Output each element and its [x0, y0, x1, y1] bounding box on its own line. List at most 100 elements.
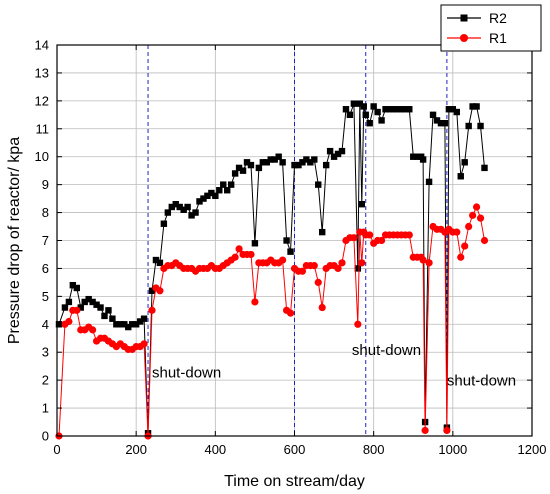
data-point-r1 — [419, 256, 427, 264]
data-point-r2 — [85, 295, 92, 303]
shutdown-annotation: shut-down — [152, 364, 221, 381]
data-point-r1 — [89, 326, 97, 334]
data-point-r2 — [358, 200, 365, 208]
x-tick-label: 400 — [204, 442, 226, 457]
data-point-r1 — [334, 264, 342, 273]
data-point-r2 — [429, 111, 437, 119]
data-point-r2 — [287, 248, 294, 255]
data-point-r2 — [406, 106, 413, 113]
x-tick-label: 200 — [125, 442, 147, 457]
legend-box — [440, 4, 542, 52]
data-point-r2 — [220, 181, 227, 188]
data-point-r2 — [307, 159, 314, 166]
data-point-r2 — [168, 203, 175, 211]
data-point-r2 — [164, 209, 172, 216]
data-point-r2 — [65, 298, 73, 306]
data-point-r2 — [279, 159, 286, 166]
data-point-r2 — [212, 192, 219, 200]
x-tick-label: 800 — [363, 442, 385, 457]
axis-layer: 0 200 400 600 800 1000 12000123456789101112131… — [35, 38, 547, 458]
x-tick-label: 1000 — [438, 442, 467, 457]
data-point-r2 — [243, 159, 251, 166]
y-tick-label: 9 — [42, 177, 49, 192]
data-point-r2 — [121, 321, 128, 328]
data-point-r2 — [356, 100, 364, 107]
y-tick-label: 12 — [35, 93, 49, 108]
data-point-r2 — [378, 117, 385, 124]
data-point-r2 — [97, 304, 104, 311]
data-point-r2 — [360, 103, 367, 110]
data-point-r2 — [160, 220, 168, 227]
x-tick-label: 600 — [284, 442, 306, 457]
data-point-r1 — [405, 231, 413, 239]
data-point-r2 — [465, 122, 472, 130]
data-point-r2 — [196, 198, 203, 205]
data-point-r2 — [437, 120, 445, 127]
data-point-r2 — [192, 209, 199, 216]
data-point-r2 — [216, 187, 223, 194]
data-point-r2 — [326, 147, 334, 155]
data-point-r2 — [425, 178, 433, 186]
data-point-r2 — [132, 321, 140, 328]
data-point-r1 — [421, 426, 429, 435]
y-tick-label: 11 — [36, 121, 50, 136]
data-point-r2 — [275, 153, 282, 160]
data-point-r1 — [318, 303, 326, 312]
data-point-r2 — [390, 106, 397, 113]
data-point-r2 — [322, 161, 330, 169]
data-point-r1 — [338, 259, 346, 267]
data-point-r2 — [481, 164, 488, 172]
data-point-r2 — [473, 103, 480, 110]
data-point-r2 — [374, 108, 381, 116]
data-point-r1 — [453, 228, 461, 236]
data-point-r2 — [362, 111, 369, 119]
data-point-r2 — [342, 106, 350, 113]
legend-marker-r2 — [460, 14, 468, 22]
data-point-r1 — [279, 256, 287, 264]
data-point-r2 — [227, 181, 235, 188]
data-point-r2 — [125, 323, 132, 331]
data-point-r2 — [370, 103, 377, 110]
data-point-r2 — [148, 287, 156, 294]
data-point-r2 — [208, 189, 215, 197]
y-tick-label: 5 — [42, 289, 49, 304]
data-point-r2 — [271, 156, 278, 163]
data-point-r2 — [255, 164, 263, 172]
data-point-r2 — [156, 259, 164, 267]
data-point-r2 — [433, 117, 441, 124]
data-point-r1 — [472, 203, 481, 211]
data-point-r2 — [200, 195, 207, 202]
data-point-r2 — [457, 173, 464, 180]
data-point-r2 — [410, 153, 417, 160]
annotation-layer: shut-down shut-down shut-down — [152, 342, 516, 390]
data-point-r2 — [319, 228, 326, 236]
shutdown-annotation: shut-down — [447, 373, 516, 390]
data-point-r2 — [259, 159, 267, 166]
data-point-r2 — [109, 315, 116, 322]
data-point-r2 — [354, 265, 362, 272]
data-point-r2 — [117, 321, 124, 328]
y-tick-label: 7 — [42, 233, 49, 248]
data-point-r2 — [386, 106, 393, 113]
data-point-r2 — [263, 159, 270, 166]
data-point-r2 — [445, 106, 453, 113]
data-point-r2 — [350, 100, 358, 107]
data-point-r2 — [382, 106, 389, 113]
data-point-r1 — [377, 236, 386, 245]
data-point-r1 — [350, 234, 358, 242]
y-tick-label: 4 — [42, 317, 49, 332]
data-point-r2 — [303, 156, 310, 163]
data-point-r2 — [89, 298, 96, 306]
y-tick-label: 8 — [42, 205, 49, 220]
data-point-r2 — [251, 240, 259, 247]
data-point-r1 — [358, 259, 366, 267]
data-point-r2 — [188, 212, 195, 219]
data-point-r1 — [286, 309, 295, 317]
data-point-r2 — [299, 159, 306, 166]
data-point-r2 — [235, 164, 243, 172]
data-point-r1 — [465, 222, 473, 231]
y-tick-label: 1 — [42, 401, 49, 416]
data-point-r2 — [140, 315, 148, 322]
data-point-r1 — [65, 317, 73, 326]
